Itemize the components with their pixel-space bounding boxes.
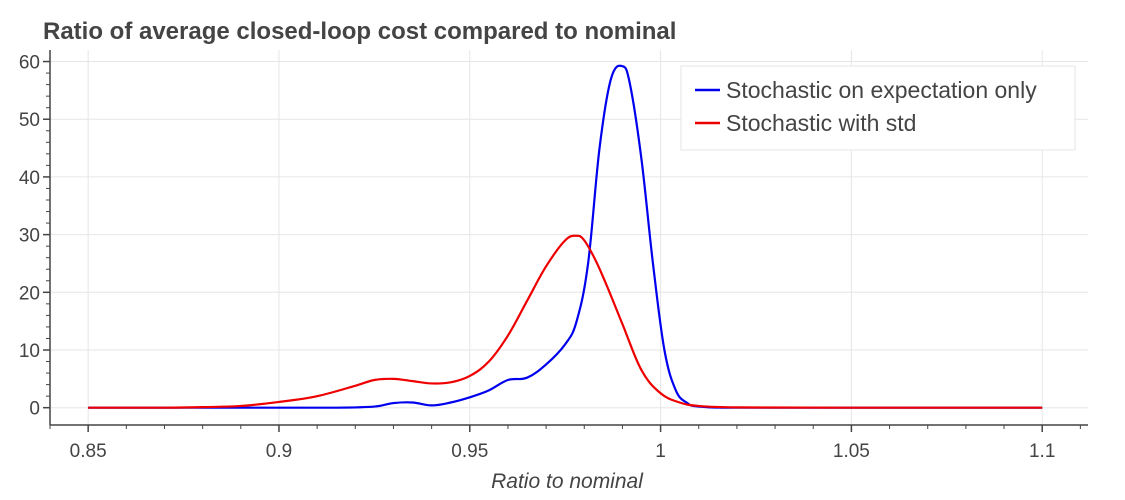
chart-title: Ratio of average closed-loop cost compar… — [43, 18, 676, 45]
y-tick-label: 60 — [19, 53, 40, 74]
legend-box — [680, 65, 1076, 151]
x-tick-label: 1.1 — [1029, 441, 1055, 462]
x-tick-label: 1.05 — [833, 441, 870, 462]
legend-item-expectation-only[interactable]: Stochastic on expectation only — [695, 77, 1037, 103]
series-line-with-std — [88, 234, 1043, 409]
y-axis: 0 10 20 30 40 50 60 — [19, 50, 51, 425]
x-tick-label: 1 — [655, 441, 666, 462]
y-tick-label: 50 — [19, 110, 40, 131]
x-tick-label: 0.9 — [266, 441, 292, 462]
legend[interactable]: Stochastic on expectation only Stochastic… — [680, 65, 1076, 151]
legend-label: Stochastic with std — [726, 110, 916, 136]
legend-item-with-std[interactable]: Stochastic with std — [695, 110, 916, 136]
x-tick-label: 0.95 — [451, 441, 488, 462]
y-tick-label: 0 — [29, 399, 40, 420]
series-layer — [88, 64, 1043, 409]
x-tick-label: 0.85 — [70, 441, 107, 462]
y-tick-label: 30 — [19, 226, 40, 247]
series-line-expectation-only — [88, 64, 1043, 409]
x-axis: 0.85 0.9 0.95 1 1.05 1.1 — [49, 424, 1088, 462]
x-axis-title: Ratio to nominal — [491, 470, 644, 493]
y-tick-label: 10 — [19, 341, 40, 362]
y-tick-label: 40 — [19, 168, 40, 189]
y-tick-label: 20 — [19, 283, 40, 304]
legend-label: Stochastic on expectation only — [726, 77, 1037, 103]
